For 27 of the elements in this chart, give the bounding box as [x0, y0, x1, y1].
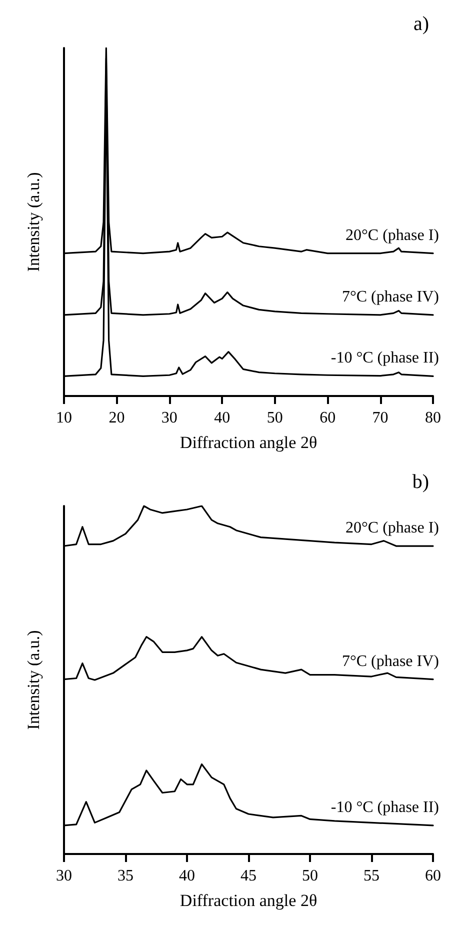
x-tick-label: 60	[425, 868, 441, 884]
x-tick-label: 45	[240, 868, 256, 884]
x-tick-label: 50	[302, 868, 318, 884]
x-tick-label: 35	[118, 868, 134, 884]
x-axis-title: Diffraction angle 2θ	[180, 433, 318, 452]
series-label: -10 °C (phase II)	[330, 350, 439, 367]
series-label: 7°C (phase IV)	[342, 288, 439, 306]
series-label: 7°C (phase IV)	[342, 652, 439, 670]
x-tick-label: 50	[266, 410, 283, 426]
series-label: 20°C (phase I)	[346, 520, 439, 537]
x-tick-label: 10	[56, 410, 72, 426]
x-tick-label: 60	[320, 410, 336, 426]
x-tick-label: 30	[161, 410, 178, 426]
x-tick-label: 70	[372, 410, 388, 426]
series-label: -10 °C (phase II)	[330, 798, 439, 816]
text: b)	[412, 471, 430, 493]
text: a)	[413, 13, 430, 35]
x-tick-label: 30	[56, 868, 72, 884]
x-tick-label: 80	[425, 410, 441, 426]
y-axis-title: Intensity (a.u.)	[24, 172, 43, 272]
x-tick-label: 55	[364, 868, 380, 884]
x-axis-title: Diffraction angle 2θ	[180, 891, 318, 910]
x-tick-label: 40	[179, 868, 195, 884]
series-label: 20°C (phase I)	[346, 226, 439, 244]
x-tick-label: 40	[214, 410, 230, 426]
y-axis-title: Intensity (a.u.)	[24, 630, 43, 730]
x-tick-label: 20	[108, 410, 125, 426]
